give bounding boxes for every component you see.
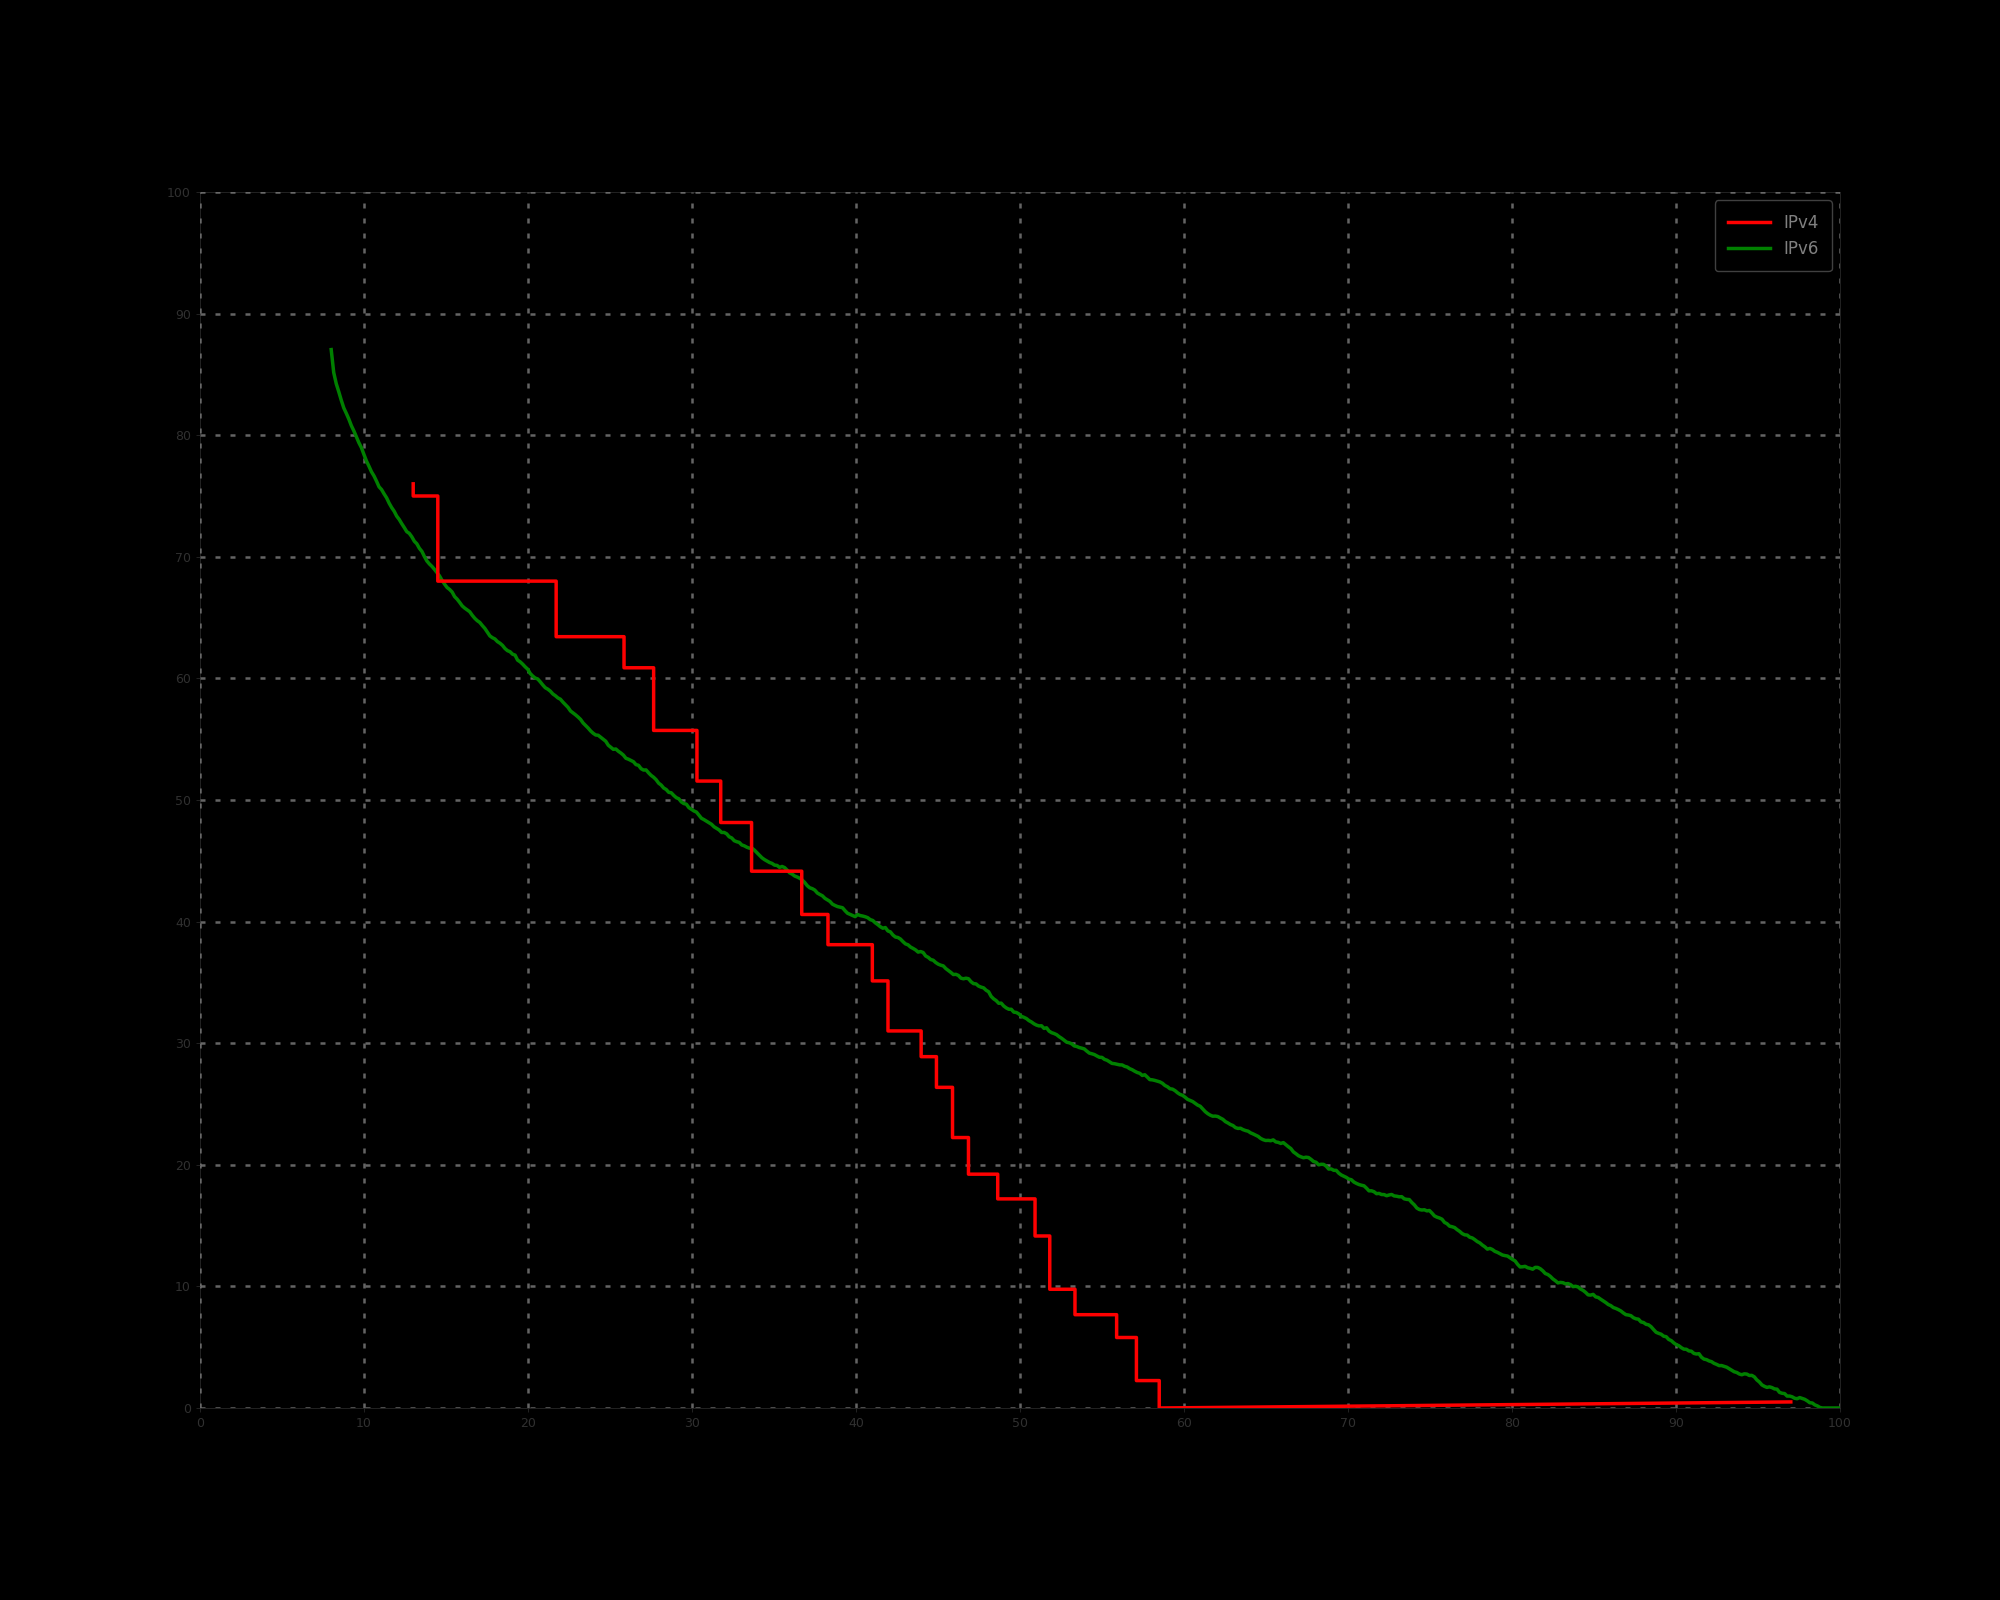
Legend: IPv4, IPv6: IPv4, IPv6: [1714, 200, 1832, 272]
